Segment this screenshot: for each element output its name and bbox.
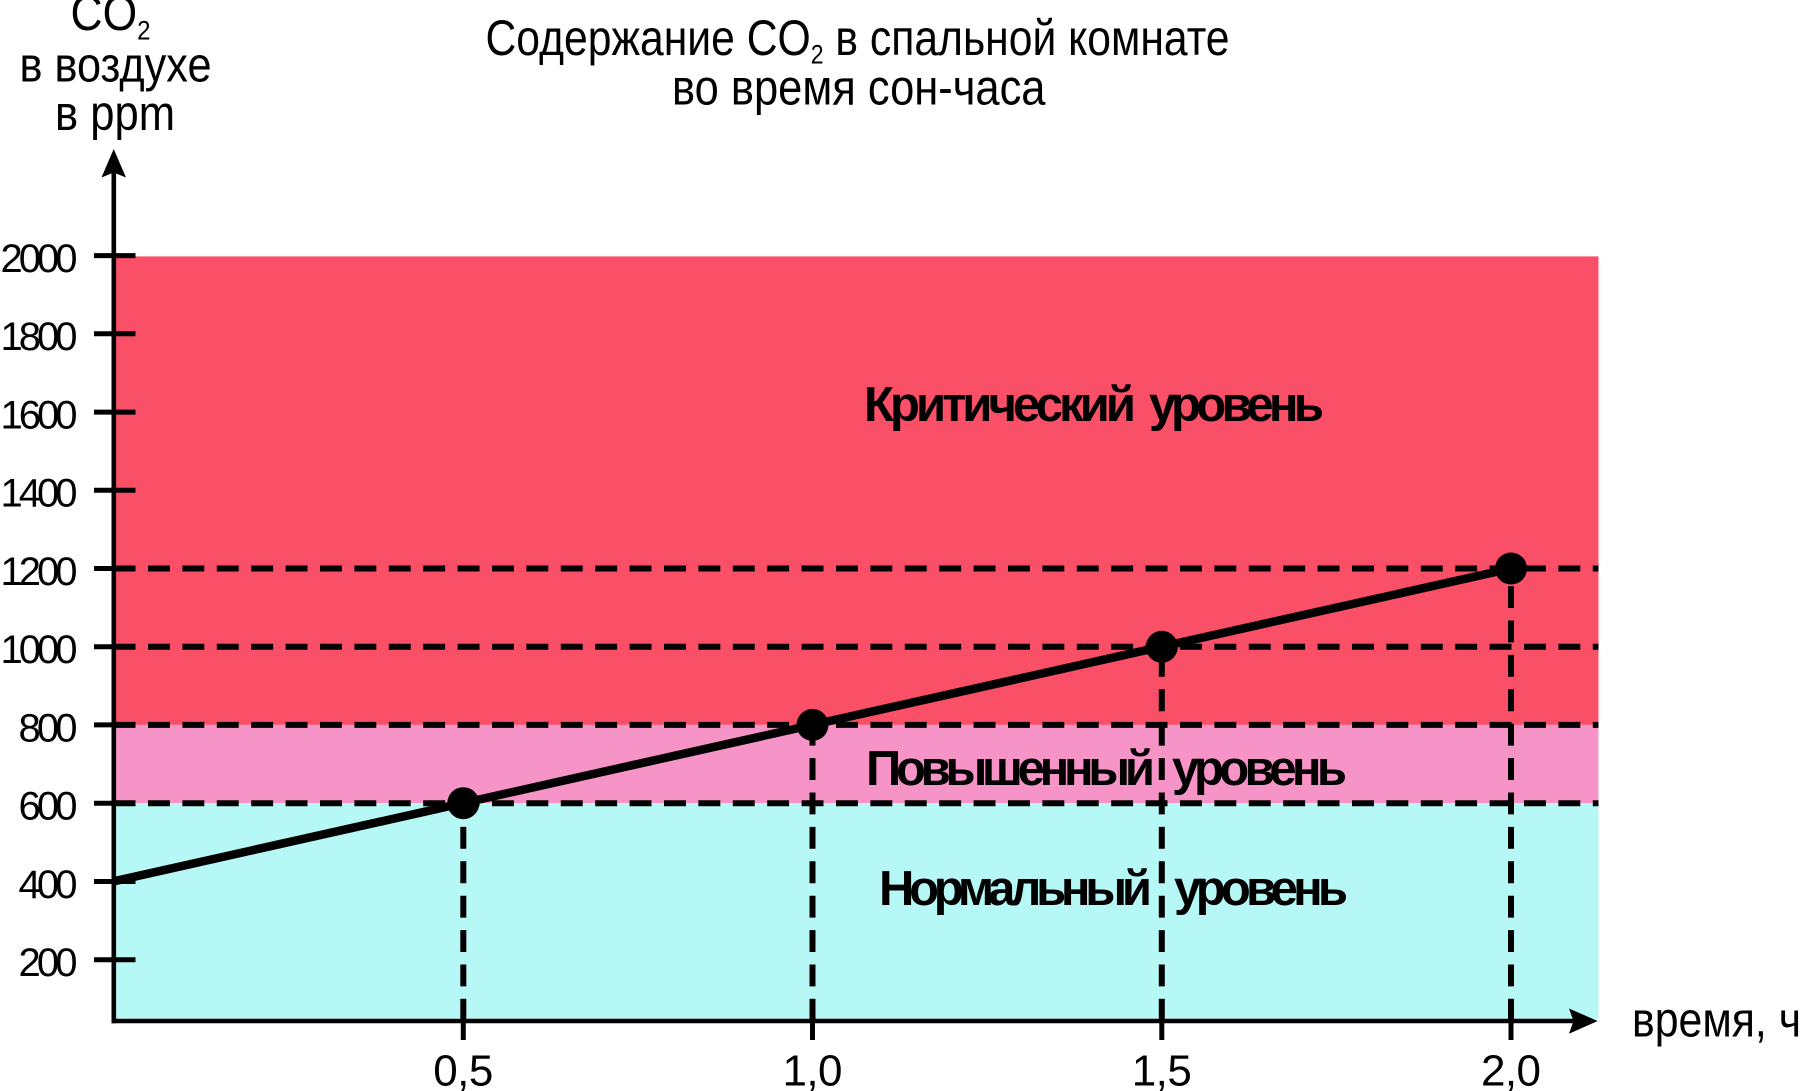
svg-text:уровень: уровень [1149, 378, 1324, 432]
svg-text:время, ч: время, ч [1632, 994, 1800, 1048]
svg-text:уровень: уровень [1172, 742, 1347, 796]
svg-text:200: 200 [19, 941, 78, 985]
svg-text:600: 600 [19, 785, 78, 829]
svg-text:1000: 1000 [1, 628, 78, 672]
svg-text:уровень: уровень [1174, 862, 1348, 916]
svg-text:1200: 1200 [1, 550, 78, 594]
svg-text:1,0: 1,0 [783, 1047, 843, 1091]
svg-text:в ppm: в ppm [55, 87, 175, 141]
svg-text:1,5: 1,5 [1132, 1047, 1192, 1091]
svg-text:2000: 2000 [1, 237, 78, 281]
svg-text:800: 800 [19, 706, 78, 750]
svg-text:1400: 1400 [1, 472, 78, 516]
svg-text:в воздухе: в воздухе [20, 38, 212, 92]
svg-text:400: 400 [19, 863, 78, 907]
svg-text:Нормальный: Нормальный [879, 862, 1152, 916]
svg-text:Содержание CO2 в спальной комн: Содержание CO2 в спальной комнате [486, 10, 1230, 70]
svg-text:во время сон-часа: во время сон-часа [672, 60, 1046, 116]
svg-text:Критический: Критический [864, 378, 1136, 432]
svg-text:0,5: 0,5 [433, 1047, 493, 1091]
svg-text:Повышенный: Повышенный [866, 742, 1155, 796]
svg-text:2,0: 2,0 [1481, 1047, 1541, 1091]
svg-text:1600: 1600 [1, 394, 78, 438]
svg-text:1800: 1800 [1, 315, 78, 359]
